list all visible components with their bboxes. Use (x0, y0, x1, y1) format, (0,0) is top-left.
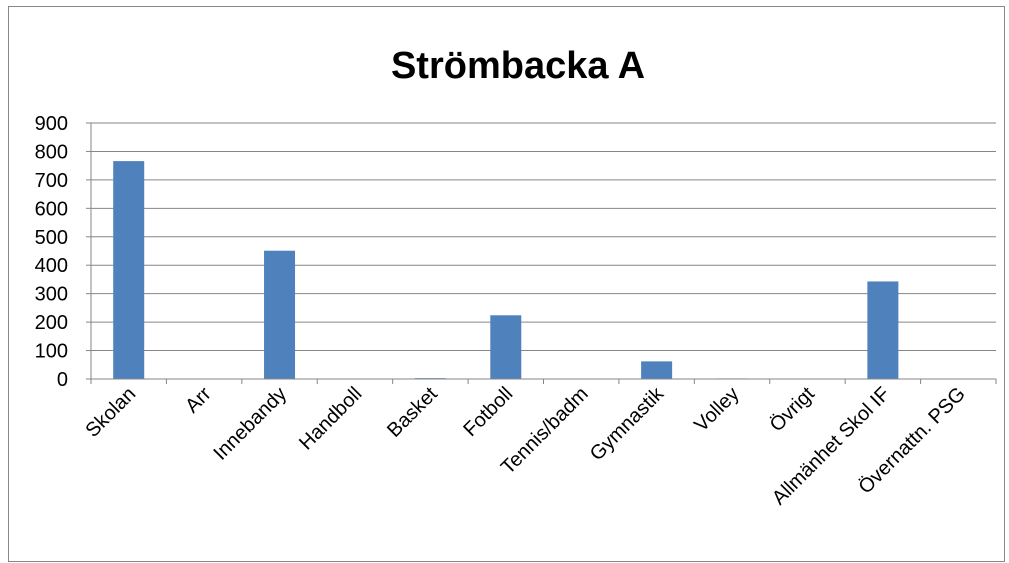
x-tick-label: Skolan (81, 383, 140, 442)
bar (867, 281, 899, 379)
gridlines (91, 122, 996, 352)
x-tick-label: Handboll (295, 383, 366, 454)
y-tick-label: 600 (35, 198, 68, 220)
y-tick-label: 800 (35, 141, 68, 163)
x-tick-label: Basket (383, 383, 442, 442)
bar (113, 161, 145, 379)
y-tick-label: 0 (57, 369, 68, 391)
y-axis: 0 100 200 300 400 500 600 700 800 900 (35, 113, 92, 391)
x-tick-label: Gymnastik (586, 382, 669, 465)
y-tick-label: 900 (35, 113, 68, 135)
y-tick-label: 500 (35, 227, 68, 249)
x-tick-label: Volley (690, 383, 743, 436)
y-tick-label: 400 (35, 255, 68, 277)
y-tick-label: 300 (35, 284, 68, 306)
x-tick-label: Övrigt (766, 383, 820, 437)
x-tick-label: Arr (181, 383, 216, 418)
y-tick-label: 700 (35, 170, 68, 192)
y-tick-label: 100 (35, 341, 68, 363)
chart-frame (8, 6, 1005, 562)
bar (264, 250, 296, 379)
x-tick-label: Innebandy (209, 383, 291, 465)
y-tick-label: 200 (35, 312, 68, 334)
bars (113, 161, 899, 379)
bar (641, 361, 673, 379)
x-tick-label: Fotboll (459, 383, 517, 441)
bar (490, 315, 522, 379)
chart-title: Strömbacka A (391, 45, 645, 87)
